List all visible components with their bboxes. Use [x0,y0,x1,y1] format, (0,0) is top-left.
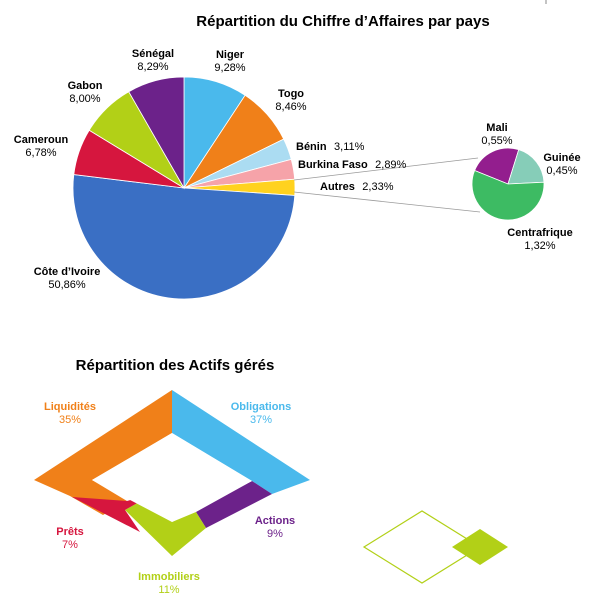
slice-label-burkina-text: Burkina Faso 2,89% [298,155,407,172]
segment-label-immobiliers: Immobiliers 11% [138,571,200,596]
slice-name: Autres [320,181,355,193]
slice-label-burkina: Burkina Faso 2,89% [298,155,407,172]
pie-slice-cote-d-ivoire [72,174,296,300]
slice-label-mali: Mali 0,55% [481,122,512,147]
segment-label-liquidites: Liquidités 35% [44,401,96,426]
slice-value: 0,55% [481,135,512,147]
slice-label-autres-text: Autres 2,33% [320,177,394,194]
assets-labels: Liquidités 35% Obligations 37% Actions 9… [44,401,295,596]
slice-name: Centrafrique [507,227,572,239]
segment-name: Obligations [231,401,292,413]
slice-label-guinee: Guinée 0,45% [543,152,580,177]
decorative-diamonds [362,510,508,584]
slice-label-cameroun: Cameroun 6,78% [14,134,69,159]
slice-value: 2,89% [375,159,406,171]
pie-slice-senegal [128,76,185,190]
slice-value: 8,46% [275,101,306,113]
slice-name: Togo [278,88,304,100]
slice-value: 3,11% [334,141,365,153]
pie-chart-title: Répartition du Chiffre d’Affaires par pa… [196,13,489,30]
pie-slice-mali [474,147,520,185]
slice-name: Gabon [68,80,103,92]
pie-slice-guinee [507,149,545,185]
slice-value: 2,33% [362,181,393,193]
segment-actions [196,481,272,528]
country-pie-labels: Niger 9,28% Togo 8,46% Bénin 3,11% Burki… [14,48,407,291]
segment-immobiliers [125,493,206,556]
slice-name: Côte d’Ivoire [34,266,101,278]
diamond-hole [92,433,252,522]
segment-label-obligations: Obligations 37% [231,401,292,426]
slice-value: 1,32% [524,240,555,252]
country-pie [72,76,296,300]
slice-name: Burkina Faso [298,159,368,171]
slice-label-centrafrique: Centrafrique 1,32% [507,227,572,252]
slice-value: 9,28% [214,62,245,74]
segment-prets [72,493,155,532]
segment-obligations [172,390,310,494]
slice-value: 0,45% [546,165,577,177]
slice-label-cote-divoire: Côte d’Ivoire 50,86% [34,266,101,291]
slice-name: Cameroun [14,134,69,146]
slice-value: 8,29% [137,61,168,73]
slice-name: Mali [486,122,507,134]
slice-value: 6,78% [25,147,56,159]
slice-label-autres: Autres 2,33% [320,177,394,194]
slice-value: 50,86% [48,279,86,291]
segment-name: Immobiliers [138,571,200,583]
assets-chart-title: Répartition des Actifs gérés [76,357,275,374]
filled-diamond [452,529,508,565]
slice-value: 8,00% [69,93,100,105]
slice-label-togo: Togo 8,46% [275,88,306,113]
segment-value: 11% [158,584,179,596]
segment-label-actions: Actions 9% [255,515,295,540]
detail-connectors [293,157,481,213]
connector-line-top [293,157,479,181]
assets-diamond-ring [34,390,310,556]
slice-name: Bénin [296,141,327,153]
segment-value: 7% [62,539,78,551]
connector-line-bottom [293,191,481,213]
segment-value: 9% [267,528,283,540]
segment-value: 35% [59,414,81,426]
segment-liquidites [34,390,172,515]
segment-value: 37% [250,414,272,426]
detail-pie-labels: Mali 0,55% Guinée 0,45% Centrafrique 1,3… [481,122,580,252]
segment-name: Liquidités [44,401,96,413]
pie-slice-centrafrique [471,169,545,221]
slice-name: Sénégal [132,48,174,60]
slice-name: Niger [216,49,245,61]
segment-name: Actions [255,515,295,527]
slice-label-niger: Niger 9,28% [214,49,245,74]
segment-name: Prêts [56,526,84,538]
segment-label-prets: Prêts 7% [56,526,84,551]
slice-label-benin: Bénin 3,11% [296,137,365,154]
slice-name: Guinée [543,152,580,164]
slice-label-gabon: Gabon 8,00% [68,80,103,105]
autres-detail-pie [471,147,545,221]
slice-label-senegal: Sénégal 8,29% [132,48,174,73]
slice-label-benin-text: Bénin 3,11% [296,137,365,154]
